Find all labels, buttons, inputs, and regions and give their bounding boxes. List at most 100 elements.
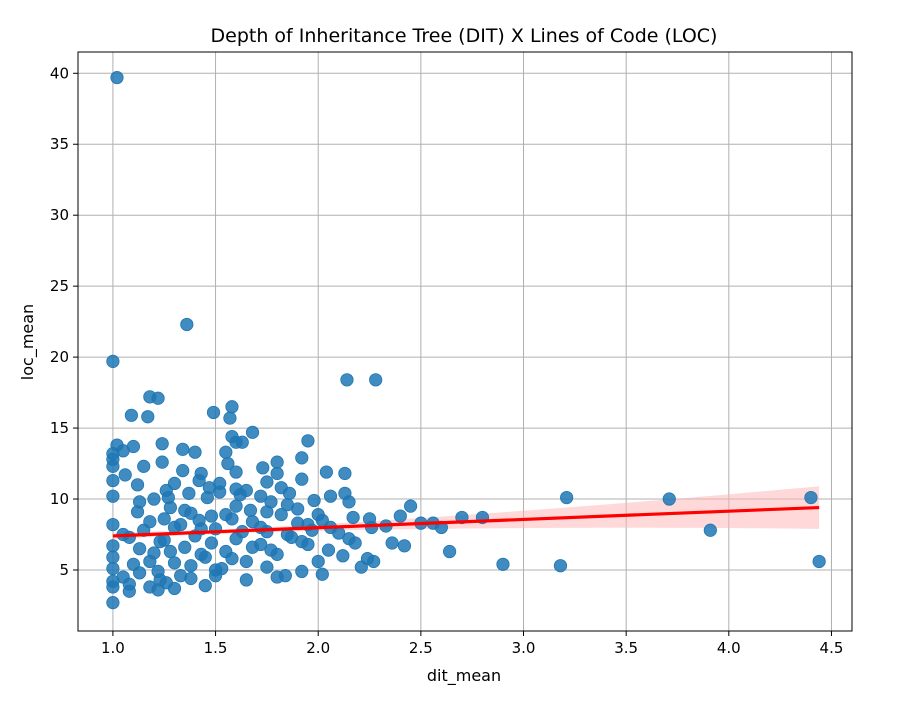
data-point (200, 491, 214, 505)
data-point (153, 534, 167, 549)
data-point (182, 486, 196, 500)
data-point (106, 596, 120, 610)
data-point (403, 499, 418, 513)
data-point (354, 560, 368, 574)
grid-lines (78, 52, 852, 631)
x-tick-label: 4.0 (717, 639, 741, 657)
data-point (254, 489, 268, 503)
data-point (106, 550, 120, 564)
data-point (174, 569, 188, 583)
data-point (132, 542, 147, 556)
data-point (256, 461, 270, 475)
data-point (282, 486, 297, 500)
data-point (122, 530, 136, 544)
data-point (143, 554, 157, 569)
data-point (295, 472, 309, 486)
data-point (340, 373, 354, 387)
y-tick-label: 5 (59, 561, 69, 579)
y-tick-label: 15 (50, 419, 69, 437)
data-point (122, 577, 136, 591)
x-tick-label: 1.0 (101, 639, 125, 657)
y-tick-label: 35 (50, 135, 69, 153)
data-point (225, 400, 239, 414)
regression-line-layer (112, 505, 820, 538)
x-tick-label: 4.5 (820, 639, 844, 657)
data-point (315, 513, 329, 527)
data-point (397, 539, 412, 553)
data-point (342, 495, 356, 509)
data-point (215, 561, 229, 576)
data-point (110, 70, 124, 85)
data-point (174, 517, 188, 532)
data-point (260, 560, 274, 574)
data-point (295, 534, 309, 549)
data-point (192, 473, 206, 488)
data-point (295, 564, 309, 578)
x-tick-label: 3.0 (512, 639, 536, 657)
data-point (229, 499, 243, 513)
data-point (130, 478, 145, 492)
data-point (301, 434, 315, 448)
data-point (106, 459, 120, 473)
data-point (188, 445, 202, 459)
data-point (153, 573, 167, 587)
axis-ticks: 1.0 1.5 2.0 2.5 3.0 3.5 4.0 4.5 5 10 15 20 25 30 35 40 (50, 64, 843, 657)
data-point (239, 573, 253, 587)
data-point (106, 489, 120, 503)
regression-line (112, 505, 820, 538)
data-point (346, 510, 360, 525)
data-point (229, 465, 243, 479)
data-point (106, 354, 120, 368)
confidence-band-layer (112, 486, 820, 540)
data-point (245, 425, 260, 439)
data-point (270, 455, 284, 469)
data-point (157, 512, 171, 526)
data-point (184, 559, 198, 573)
data-point (323, 489, 338, 503)
data-point (305, 523, 319, 537)
data-point (106, 473, 120, 488)
data-point (295, 451, 309, 465)
y-tick-label: 30 (50, 206, 69, 224)
data-point (385, 536, 399, 550)
data-point (163, 544, 177, 559)
data-point (812, 554, 826, 569)
data-point (106, 517, 120, 532)
x-tick-label: 3.5 (614, 639, 638, 657)
data-point (270, 466, 284, 481)
data-point (338, 466, 352, 481)
chart-title: Depth of Inheritance Tree (DIT) X Lines … (211, 25, 718, 47)
data-point (553, 559, 568, 573)
data-point (219, 445, 233, 459)
data-point (167, 581, 182, 596)
data-point (194, 547, 208, 561)
data-point (804, 491, 818, 505)
y-tick-label: 25 (50, 277, 69, 295)
data-point (178, 540, 192, 554)
y-tick-label: 40 (50, 64, 69, 82)
data-point (662, 492, 676, 506)
data-point (132, 495, 147, 509)
data-point (264, 543, 278, 557)
data-point (307, 493, 321, 508)
data-point (204, 536, 219, 550)
data-point (260, 475, 274, 489)
data-point (213, 485, 227, 499)
x-axis-label: dit_mean (427, 666, 501, 686)
data-point (116, 444, 130, 458)
data-point (143, 515, 157, 529)
data-point (225, 512, 239, 526)
data-point (336, 549, 350, 563)
data-point (221, 456, 235, 471)
data-point (274, 508, 288, 522)
data-point (239, 554, 253, 569)
y-tick-label: 10 (50, 490, 69, 508)
data-point (161, 491, 175, 505)
data-point (147, 492, 161, 506)
data-point (118, 468, 132, 482)
data-point (315, 567, 329, 581)
data-point (496, 557, 510, 571)
data-point (703, 523, 717, 537)
